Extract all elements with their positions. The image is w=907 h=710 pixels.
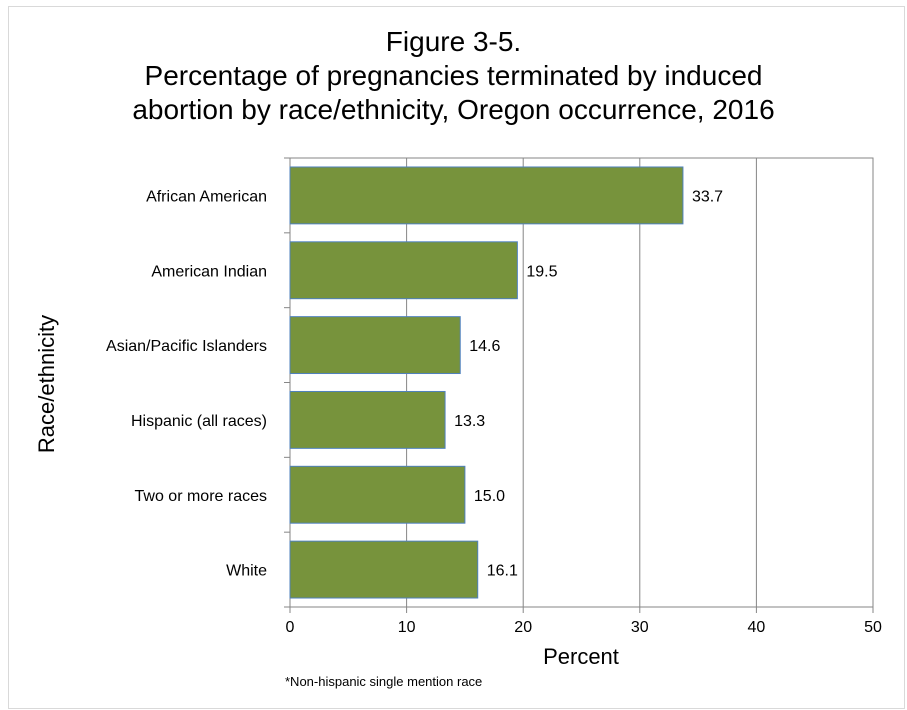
bar [289,540,479,599]
chart-title-line-2: Percentage of pregnancies terminated by … [144,60,763,91]
footnote: *Non-hispanic single mention race [285,674,482,689]
value-label: 15.0 [474,488,505,505]
x-tick-label: 20 [514,619,532,636]
x-tick-label: 0 [286,619,295,636]
value-label: 16.1 [487,563,518,580]
value-label: 13.3 [454,413,485,430]
x-tick-label: 50 [864,619,882,636]
category-label: American Indian [151,263,267,280]
value-label: 19.5 [526,263,557,280]
bar [289,166,684,225]
x-axis-title: Percent [543,644,619,669]
y-axis-title: Race/ethnicity [34,315,59,453]
category-label: Hispanic (all races) [131,413,267,430]
bar [289,316,461,375]
labels: 0 10 20 30 40 50 African American 33.7 American … [106,188,882,636]
bar [289,241,518,300]
chart-title-line-1: Figure 3-5. [385,26,522,57]
plot-area [289,157,874,608]
x-tick-label: 10 [398,619,416,636]
category-label: African American [146,188,267,205]
x-tick-label: 30 [631,619,649,636]
bars [289,166,684,599]
bar [289,390,446,449]
bar [289,465,466,524]
value-label: 14.6 [469,338,500,355]
category-label: Asian/Pacific Islanders [106,338,267,355]
category-label: White [226,563,267,580]
gridlines [284,157,874,613]
category-label: Two or more races [135,488,267,505]
chart-title-line-3: abortion by race/ethnicity, Oregon occur… [132,94,775,125]
x-tick-label: 40 [748,619,766,636]
value-label: 33.7 [692,188,723,205]
